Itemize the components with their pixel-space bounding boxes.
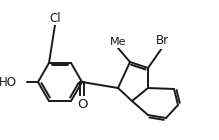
Text: HO: HO (0, 75, 17, 88)
Text: Br: Br (155, 34, 169, 47)
Text: Me: Me (110, 37, 126, 47)
Text: Cl: Cl (49, 11, 61, 24)
Text: O: O (77, 97, 87, 110)
